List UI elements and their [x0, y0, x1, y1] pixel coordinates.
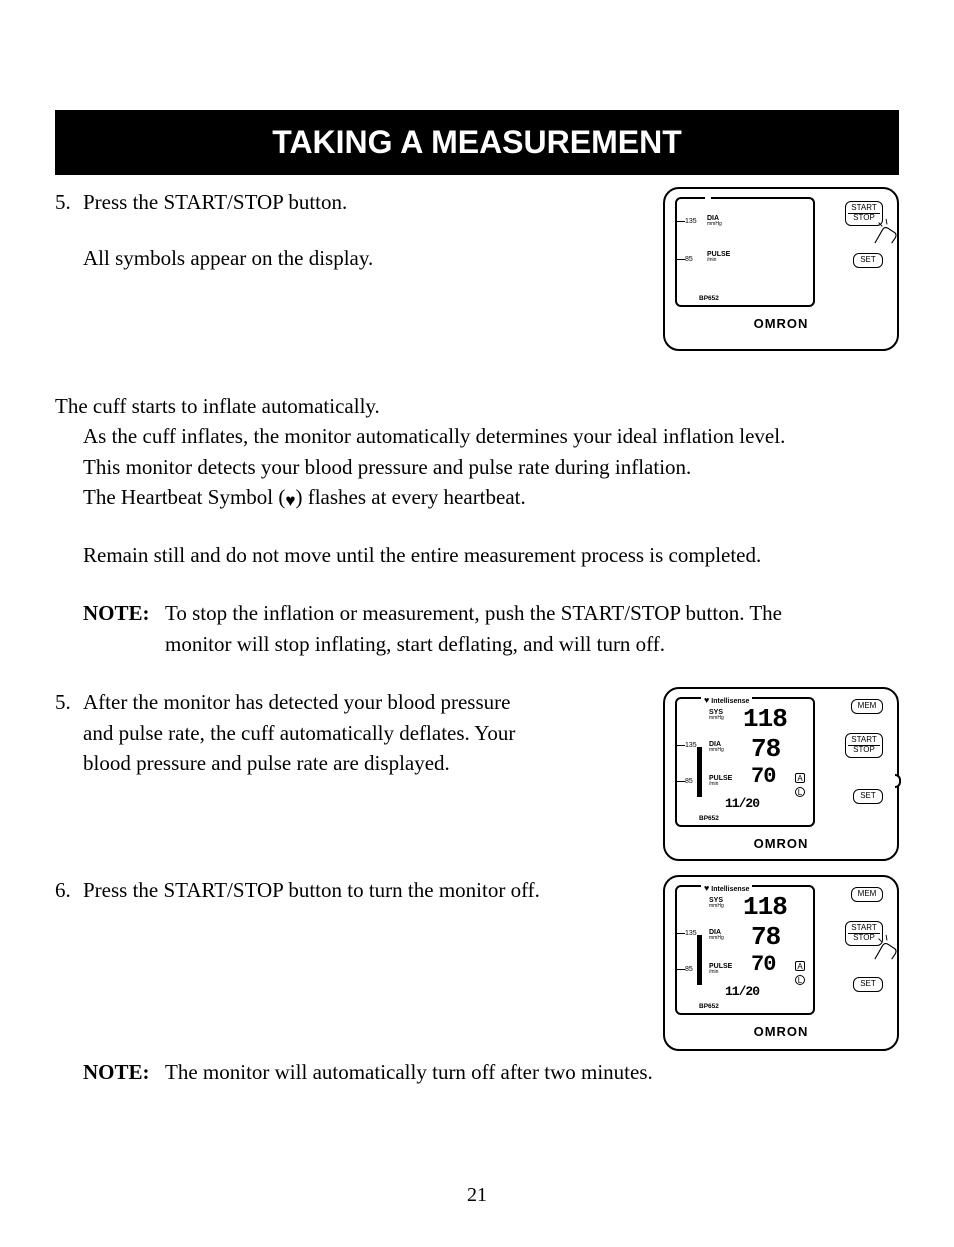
- step-number: 6.: [55, 875, 83, 905]
- note-label: NOTE:: [83, 598, 165, 628]
- device-figure: ♥ Intellisense 135 85 SYSmmHg DIAmmHg PU…: [663, 687, 899, 861]
- paragraph-line: Remain still and do not move until the e…: [83, 540, 899, 570]
- content: 5. Press the START/STOP button. All symb…: [55, 187, 899, 1088]
- paragraph-line: This monitor detects your blood pressure…: [83, 452, 899, 482]
- note: NOTE: The monitor will automatically tur…: [83, 1057, 899, 1087]
- note-text: The monitor will automatically turn off …: [165, 1057, 653, 1087]
- heartbeat-icon: ♥: [285, 489, 295, 514]
- finger-press-icon: [873, 217, 901, 245]
- step-text: All symbols appear on the display.: [83, 243, 643, 273]
- step-text: Press the START/STOP button to turn the …: [83, 875, 643, 905]
- note: NOTE: To stop the inflation or measureme…: [83, 598, 899, 659]
- paragraph-line: As the cuff inflates, the monitor automa…: [83, 421, 899, 451]
- note-text: To stop the inflation or measurement, pu…: [165, 598, 782, 628]
- step-text: After the monitor has detected your bloo…: [83, 687, 643, 717]
- step-number: 5.: [55, 187, 83, 217]
- note-text: monitor will stop inflating, start defla…: [165, 629, 665, 659]
- finger-press-icon: [873, 933, 901, 961]
- section-header: TAKING A MEASUREMENT: [55, 110, 899, 175]
- step-number: 5.: [55, 687, 83, 717]
- note-label: NOTE:: [83, 1057, 165, 1087]
- page-number: 21: [0, 1184, 954, 1207]
- step-text: and pulse rate, the cuff automatically d…: [83, 718, 643, 748]
- paragraph: The cuff starts to inflate automatically…: [55, 391, 899, 421]
- device-figure: 135 85 DIAmmHg PULSE/min BP652 START STO…: [663, 187, 899, 351]
- step-text: Press the START/STOP button.: [83, 187, 643, 217]
- device-figure: ♥ Intellisense 135 85 SYSmmHg DIAmmHg PU…: [663, 875, 899, 1051]
- paragraph-line: The Heartbeat Symbol (♥) flashes at ever…: [83, 482, 899, 514]
- step-text: blood pressure and pulse rate are displa…: [83, 748, 643, 778]
